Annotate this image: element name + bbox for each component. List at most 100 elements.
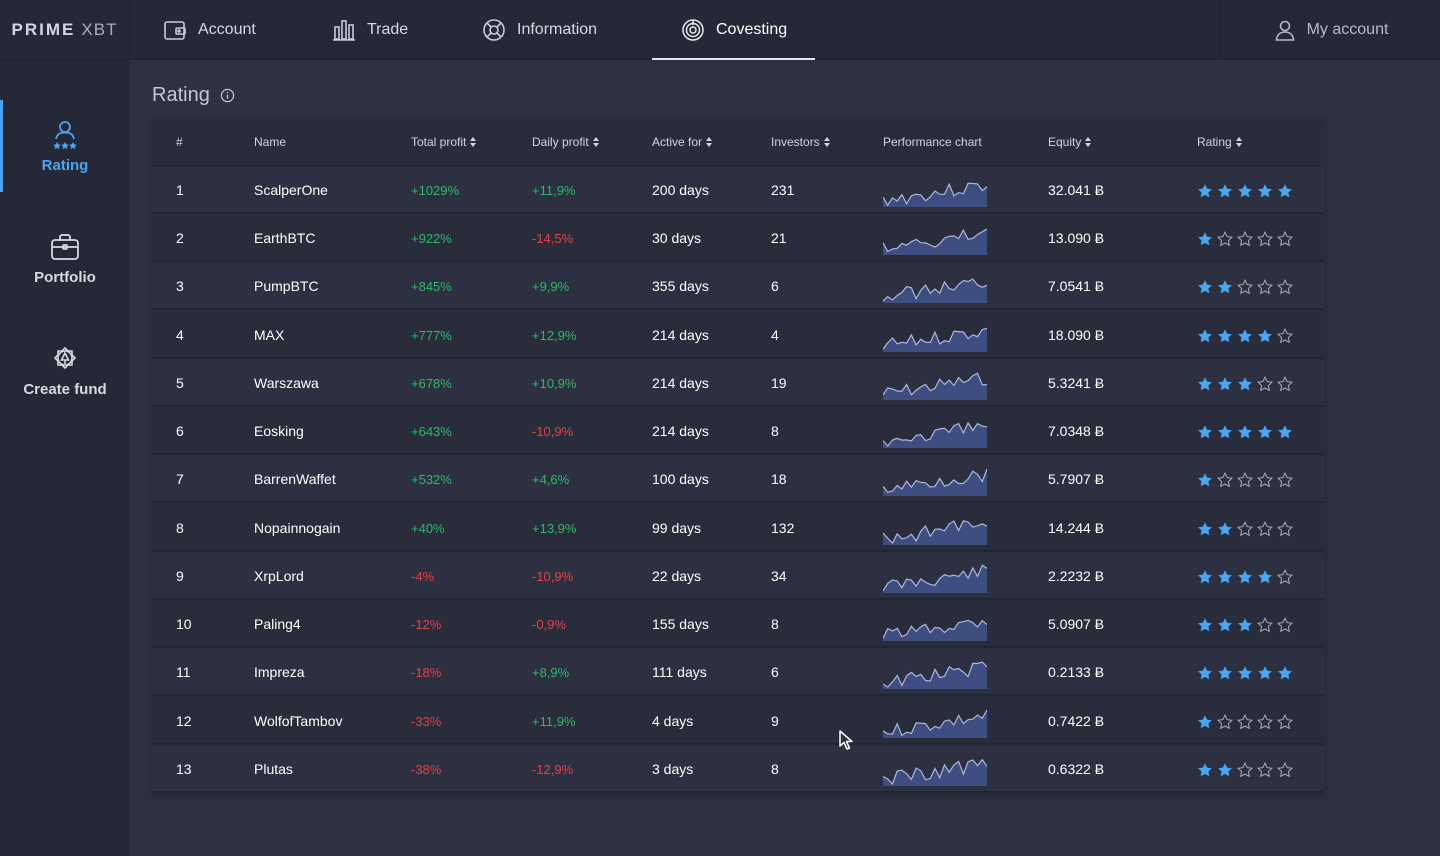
cell-active-for: 111 days — [652, 664, 707, 680]
column-header-active-for[interactable]: Active for — [652, 119, 713, 166]
sidebar-item-create-fund[interactable]: Create fund — [0, 324, 130, 416]
sparkline-area — [883, 710, 987, 738]
sidebar-item-rating[interactable]: Rating — [0, 100, 130, 192]
cell-investors: 8 — [771, 616, 779, 632]
sparkline-line — [883, 619, 987, 639]
table-row[interactable]: 3 PumpBTC +845% +9,9% 355 days 6 7.0541 Ƀ — [152, 263, 1324, 310]
rating-stars — [1197, 553, 1293, 600]
sparkline — [883, 758, 987, 786]
cell-investors: 8 — [771, 761, 779, 777]
info-icon[interactable] — [220, 88, 235, 103]
sparkline — [883, 619, 987, 641]
cell-daily-profit: +4,6% — [532, 472, 570, 487]
table-row[interactable]: 8 Nopainnogain +40% +13,9% 99 days 132 14.244 … — [152, 505, 1324, 552]
column-header-name: Name — [254, 135, 287, 149]
rating-icon — [53, 120, 77, 149]
sparkline-line — [883, 709, 987, 737]
sparkline-line — [883, 228, 987, 253]
column-header-rating[interactable]: Rating — [1197, 119, 1242, 166]
cell-equity: 5.0907 Ƀ — [1048, 616, 1105, 632]
cell-daily-profit: +11,9% — [532, 714, 576, 729]
sparkline — [883, 520, 987, 545]
star-empty-icon — [1217, 230, 1233, 246]
star-filled-icon — [1238, 328, 1252, 342]
my-account-button[interactable]: My account — [1220, 0, 1440, 60]
star-filled-icon — [1218, 424, 1232, 438]
sort-icon — [823, 137, 830, 147]
table-row[interactable]: 2 EarthBTC +922% -14,5% 30 days 21 13.090 Ƀ — [152, 215, 1324, 262]
star-filled-icon — [1218, 762, 1232, 776]
cell-active-for: 99 days — [652, 520, 702, 536]
sparkline — [883, 564, 987, 593]
table-row[interactable]: 5 Warszawa +678% +10,9% 214 days 19 5.3241 Ƀ — [152, 360, 1324, 407]
sparkline — [883, 327, 987, 352]
table-header: # Name Total profit Daily profit Active … — [152, 119, 1324, 166]
table-row[interactable]: 7 BarrenWaffet +532% +4,6% 100 days 18 5.7907 … — [152, 456, 1324, 503]
performance-chart — [883, 609, 987, 641]
rating-stars — [1197, 698, 1293, 745]
table-row[interactable]: 1 ScalperOne +1029% +11,9% 200 days 231 32.041… — [152, 167, 1324, 214]
star-filled-icon — [1218, 376, 1232, 390]
table-row[interactable]: 11 Impreza -18% +8,9% 111 days 6 0.2133 Ƀ — [152, 649, 1324, 696]
cell-equity: 5.3241 Ƀ — [1048, 375, 1105, 391]
cell-total-profit: -33% — [411, 714, 442, 729]
star-filled-icon — [1278, 424, 1292, 438]
column-header-investors[interactable]: Investors — [771, 119, 830, 166]
sparkline-line — [883, 758, 987, 786]
table-row[interactable]: 4 MAX +777% +12,9% 214 days 4 18.090 Ƀ — [152, 312, 1324, 359]
sparkline-line — [883, 520, 987, 544]
sidebar-item-portfolio[interactable]: Portfolio — [0, 212, 130, 304]
tab-account-label: Account — [198, 21, 256, 38]
cell-daily-profit: +13,9% — [532, 521, 577, 536]
star-filled-icon — [1238, 183, 1252, 197]
column-header-total-profit[interactable]: Total profit — [411, 119, 477, 166]
star-empty-icon — [1277, 713, 1293, 729]
sidebar: Rating Portfolio Create fund — [0, 60, 130, 856]
star-filled-icon — [1218, 521, 1232, 535]
cell-total-profit: +845% — [411, 279, 452, 294]
table-row[interactable]: 10 Paling4 -12% -0,9% 155 days 8 5.0907 Ƀ — [152, 601, 1324, 648]
tab-information[interactable]: Information — [481, 0, 597, 60]
cell-daily-profit: +10,9% — [532, 376, 577, 391]
tab-covesting[interactable]: Covesting — [652, 0, 816, 60]
cell-name: Nopainnogain — [254, 520, 341, 536]
cell-equity: 0.2133 Ƀ — [1048, 664, 1105, 680]
cell-equity: 5.7907 Ƀ — [1048, 471, 1105, 487]
sparkline-area — [883, 565, 987, 593]
cell-investors: 18 — [771, 471, 787, 487]
table-row[interactable]: 6 Eosking +643% -10,9% 214 days 8 7.0348 Ƀ — [152, 408, 1324, 455]
star-empty-icon — [1277, 230, 1293, 246]
cell-investors: 6 — [771, 664, 779, 680]
tab-trade[interactable]: Trade — [331, 0, 408, 60]
covesting-icon — [682, 19, 704, 41]
cell-daily-profit: -14,5% — [532, 231, 574, 246]
table-row[interactable]: 9 XrpLord -4% -10,9% 22 days 34 2.2232 Ƀ — [152, 553, 1324, 600]
column-header-daily-profit-label: Daily profit — [532, 135, 589, 149]
cell-rank: 13 — [176, 761, 192, 777]
cell-rank: 4 — [176, 327, 184, 343]
cell-rank: 5 — [176, 375, 184, 391]
cell-investors: 4 — [771, 327, 779, 343]
cell-rank: 12 — [176, 713, 192, 729]
column-header-daily-profit[interactable]: Daily profit — [532, 119, 599, 166]
cell-active-for: 214 days — [652, 327, 709, 343]
table-row[interactable]: 13 Plutas -38% -12,9% 3 days 8 0.6322 Ƀ — [152, 746, 1324, 793]
cell-name: ScalperOne — [254, 182, 328, 198]
cell-total-profit: -4% — [411, 569, 435, 584]
column-header-rating-label: Rating — [1197, 135, 1232, 149]
sparkline — [883, 228, 987, 255]
table-row[interactable]: 12 WolfofTambov -33% +11,9% 4 days 9 0.7422 Ƀ — [152, 698, 1324, 745]
star-filled-icon — [1238, 376, 1252, 390]
star-empty-icon — [1277, 471, 1293, 487]
sparkline-line — [883, 278, 987, 302]
create-fund-icon — [53, 346, 77, 369]
performance-chart — [883, 368, 987, 400]
sparkline-area — [883, 662, 987, 689]
cell-equity: 0.6322 Ƀ — [1048, 761, 1105, 777]
column-header-equity[interactable]: Equity — [1048, 119, 1092, 166]
column-header-investors-label: Investors — [771, 135, 820, 149]
tab-account[interactable]: Account — [162, 0, 256, 60]
logo[interactable]: PRIME XBT — [0, 0, 130, 60]
cell-active-for: 4 days — [652, 713, 694, 729]
performance-chart — [883, 754, 987, 786]
